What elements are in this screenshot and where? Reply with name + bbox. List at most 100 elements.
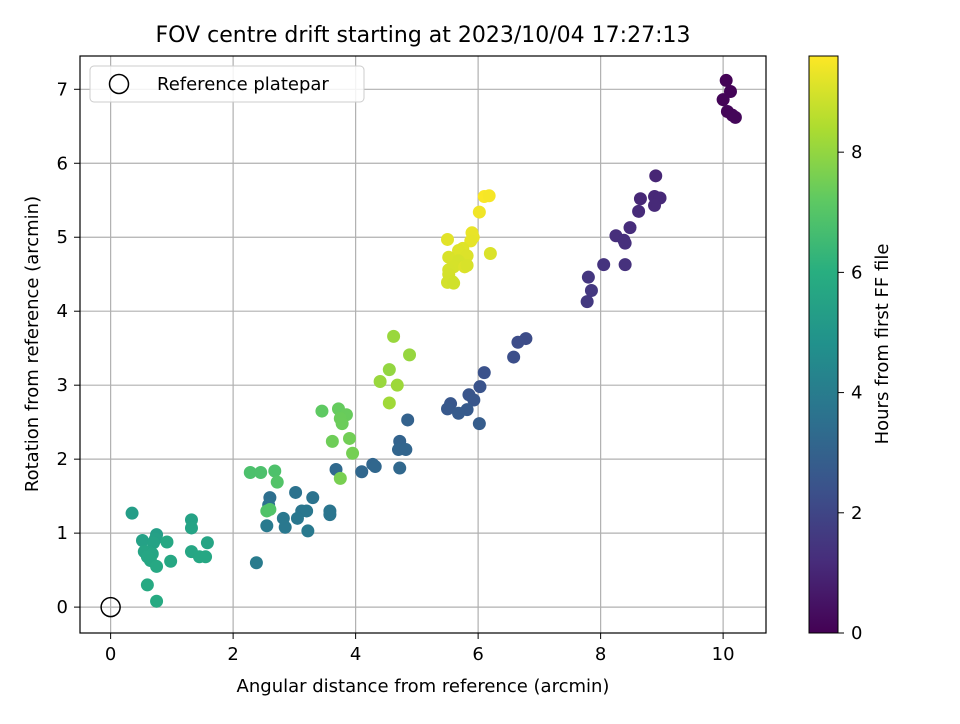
data-point [300,504,314,518]
data-point [243,465,257,479]
data-point [306,491,320,505]
data-point [467,393,481,407]
y-tick-label: 6 [57,153,68,174]
data-point [343,431,356,445]
data-point [249,556,263,570]
y-tick-label: 7 [57,79,68,100]
legend-marker-icon [108,73,130,95]
data-point [633,192,647,206]
data-point [632,204,646,218]
x-axis-label: Angular distance from reference (arcmin) [237,676,610,697]
y-tick-label: 3 [57,375,68,396]
colorbar-tick-label: 2 [851,503,862,524]
x-tick-label: 0 [105,644,116,665]
data-point [399,443,413,457]
data-point [403,348,417,362]
data-point [460,258,474,272]
data-point [477,366,491,380]
data-point [618,236,632,250]
data-point [511,335,525,349]
data-point [382,396,396,410]
legend-label: Reference platepar [157,74,329,95]
data-point [382,363,396,377]
x-tick-label: 10 [712,644,735,665]
y-tick-label: 1 [57,523,68,544]
data-point [368,460,382,474]
data-point [290,511,304,525]
reference-point-marker [100,596,121,618]
data-point [482,189,496,203]
colorbar [808,55,839,634]
data-point [393,461,407,475]
data-point [260,519,274,533]
data-point [452,406,466,420]
data-point [335,417,349,431]
data-point [442,250,456,264]
data-point [164,554,178,568]
data-point [325,434,339,448]
data-point [472,417,486,431]
chart-title: FOV centre drift starting at 2023/10/04 … [156,23,691,48]
x-tick-label: 8 [595,644,606,665]
data-point [323,508,337,522]
data-point [270,475,284,489]
data-point [401,413,415,427]
data-point [483,247,497,261]
y-axis-ticks: 0 1 2 3 4 5 6 7 [57,79,80,618]
data-point [507,350,521,364]
data-point [150,594,164,608]
data-point [263,502,277,516]
data-point [447,276,461,290]
x-tick-label: 6 [472,644,483,665]
data-point [618,258,632,272]
plot-frame [79,55,767,634]
x-tick-label: 4 [350,644,361,665]
data-point [333,471,347,485]
colorbar-tick-label: 0 [851,623,862,644]
data-point [649,169,663,183]
data-point [390,378,404,392]
colorbar-tick-label: 6 [851,262,862,283]
data-points [125,73,742,608]
y-tick-label: 4 [57,301,68,322]
data-point [268,464,282,478]
data-point [719,73,733,87]
x-tick-label: 2 [227,644,238,665]
data-point [373,374,387,388]
data-point [716,93,730,107]
data-point [254,465,268,479]
data-point [150,559,164,573]
data-point [199,550,213,564]
data-point [584,283,598,297]
legend-box [89,65,365,103]
data-point [648,198,662,212]
legend: Reference platepar [89,65,365,103]
colorbar-tick-label: 4 [851,383,862,404]
data-point [355,465,369,479]
x-axis-ticks: 0 2 4 6 8 10 [105,633,735,665]
data-point [135,534,149,548]
data-point [278,520,292,534]
data-point [580,295,594,309]
data-point [301,524,315,538]
data-point [140,578,154,592]
data-point [160,535,174,549]
data-point [125,506,139,520]
data-point [184,521,198,535]
colorbar-label: Hours from first FF file [872,244,893,445]
data-point [581,270,595,284]
data-point [597,258,611,272]
data-point [315,404,329,418]
data-point [289,485,303,499]
data-point [387,329,401,343]
data-point [441,232,454,246]
data-point [346,446,360,460]
y-axis-label: Rotation from reference (arcmin) [22,196,43,492]
data-point [472,205,486,219]
data-point [441,402,454,416]
data-point [473,380,487,394]
colorbar-tick-label: 8 [851,142,862,163]
data-point [728,110,742,124]
y-tick-label: 2 [57,449,68,470]
